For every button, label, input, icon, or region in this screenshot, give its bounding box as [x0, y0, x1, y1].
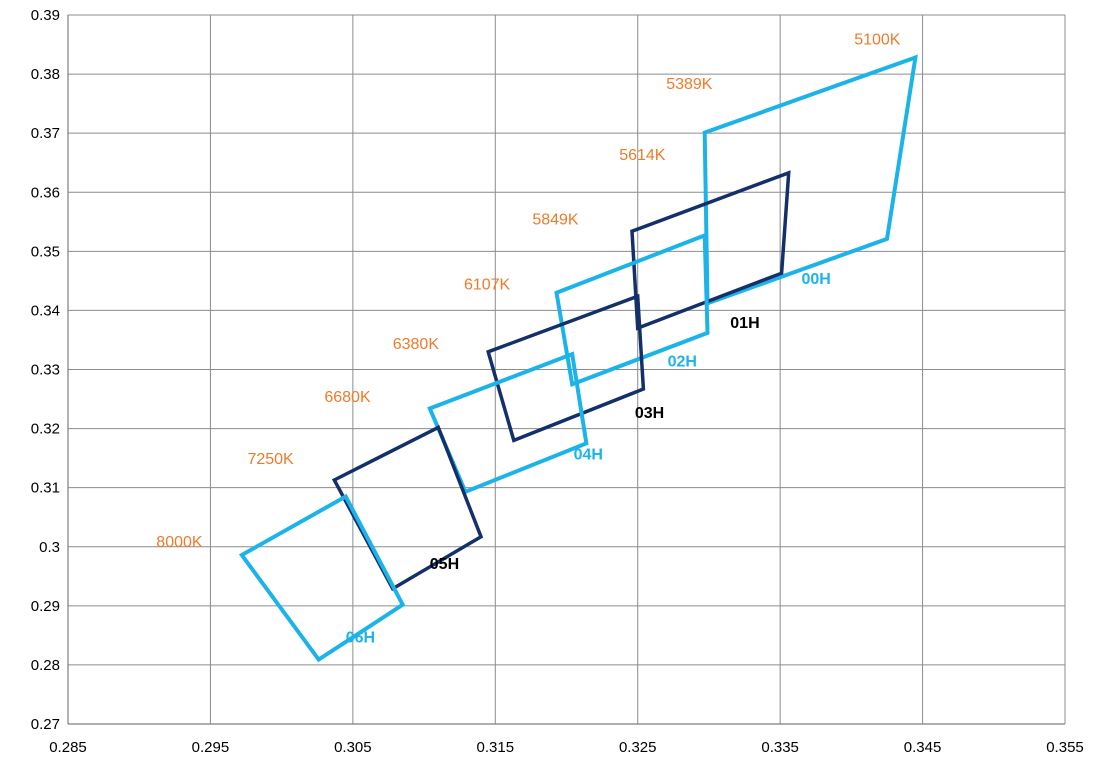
cct-label: 5100K: [854, 32, 901, 49]
y-tick-label: 0.3: [39, 539, 60, 556]
y-tick-label: 0.38: [31, 66, 60, 83]
y-tick-label: 0.29: [31, 598, 60, 615]
cct-label: 5389K: [666, 76, 713, 93]
series-label-02H: 02H: [668, 354, 697, 371]
x-tick-label: 0.285: [49, 739, 87, 756]
series-label-00H: 00H: [802, 271, 831, 288]
y-tick-label: 0.34: [31, 302, 60, 319]
series-label-01H: 01H: [730, 315, 759, 332]
y-tick-label: 0.31: [31, 480, 60, 497]
series-polygon-06H: [238, 493, 406, 663]
y-tick-label: 0.27: [31, 716, 60, 733]
y-tick-labels: 0.27 0.28 0.29 0.3 0.31 0.32 0.33 0.34 0.35 0.36 0…: [31, 7, 60, 733]
cct-label: 5614K: [619, 147, 666, 164]
series-polygons: [238, 54, 918, 663]
series-labels: 00H 01H 02H 03H 04H 05H 06H: [346, 271, 831, 647]
y-tick-label: 0.39: [31, 7, 60, 24]
y-tick-label: 0.32: [31, 421, 60, 438]
x-tick-labels: 0.285 0.295 0.305 0.315 0.325 0.335 0.345 0.355: [49, 739, 1084, 756]
gridlines: [68, 14, 1066, 724]
axes: [67, 15, 1065, 725]
cct-label: 6680K: [324, 389, 371, 406]
x-tick-label: 0.315: [477, 739, 515, 756]
series-label-03H: 03H: [635, 405, 664, 422]
cct-annotations: 5100K 5389K 5614K 5849K 6107K 6380K 6680K 7250K…: [156, 32, 900, 551]
x-tick-label: 0.345: [904, 739, 942, 756]
cct-label: 8000K: [156, 534, 203, 551]
series-polygon-02H: [554, 232, 710, 388]
y-tick-label: 0.35: [31, 243, 60, 260]
cct-label: 7250K: [247, 451, 294, 468]
cct-label: 5849K: [532, 212, 579, 229]
x-tick-label: 0.295: [192, 739, 230, 756]
series-label-06H: 06H: [346, 629, 375, 646]
y-tick-label: 0.28: [31, 657, 60, 674]
series-polygon-03H: [486, 293, 646, 443]
cct-label: 6380K: [393, 336, 440, 353]
series-polygon-01H: [630, 170, 791, 331]
y-tick-label: 0.33: [31, 362, 60, 379]
x-tick-label: 0.305: [334, 739, 372, 756]
series-label-04H: 04H: [574, 446, 603, 463]
cct-label: 6107K: [464, 277, 511, 294]
x-tick-label: 0.355: [1046, 739, 1084, 756]
y-tick-label: 0.37: [31, 125, 60, 142]
x-tick-label: 0.335: [761, 739, 799, 756]
series-label-05H: 05H: [430, 556, 459, 573]
x-tick-label: 0.325: [619, 739, 657, 756]
series-polygon-00H: [702, 54, 918, 307]
y-tick-label: 0.36: [31, 184, 60, 201]
